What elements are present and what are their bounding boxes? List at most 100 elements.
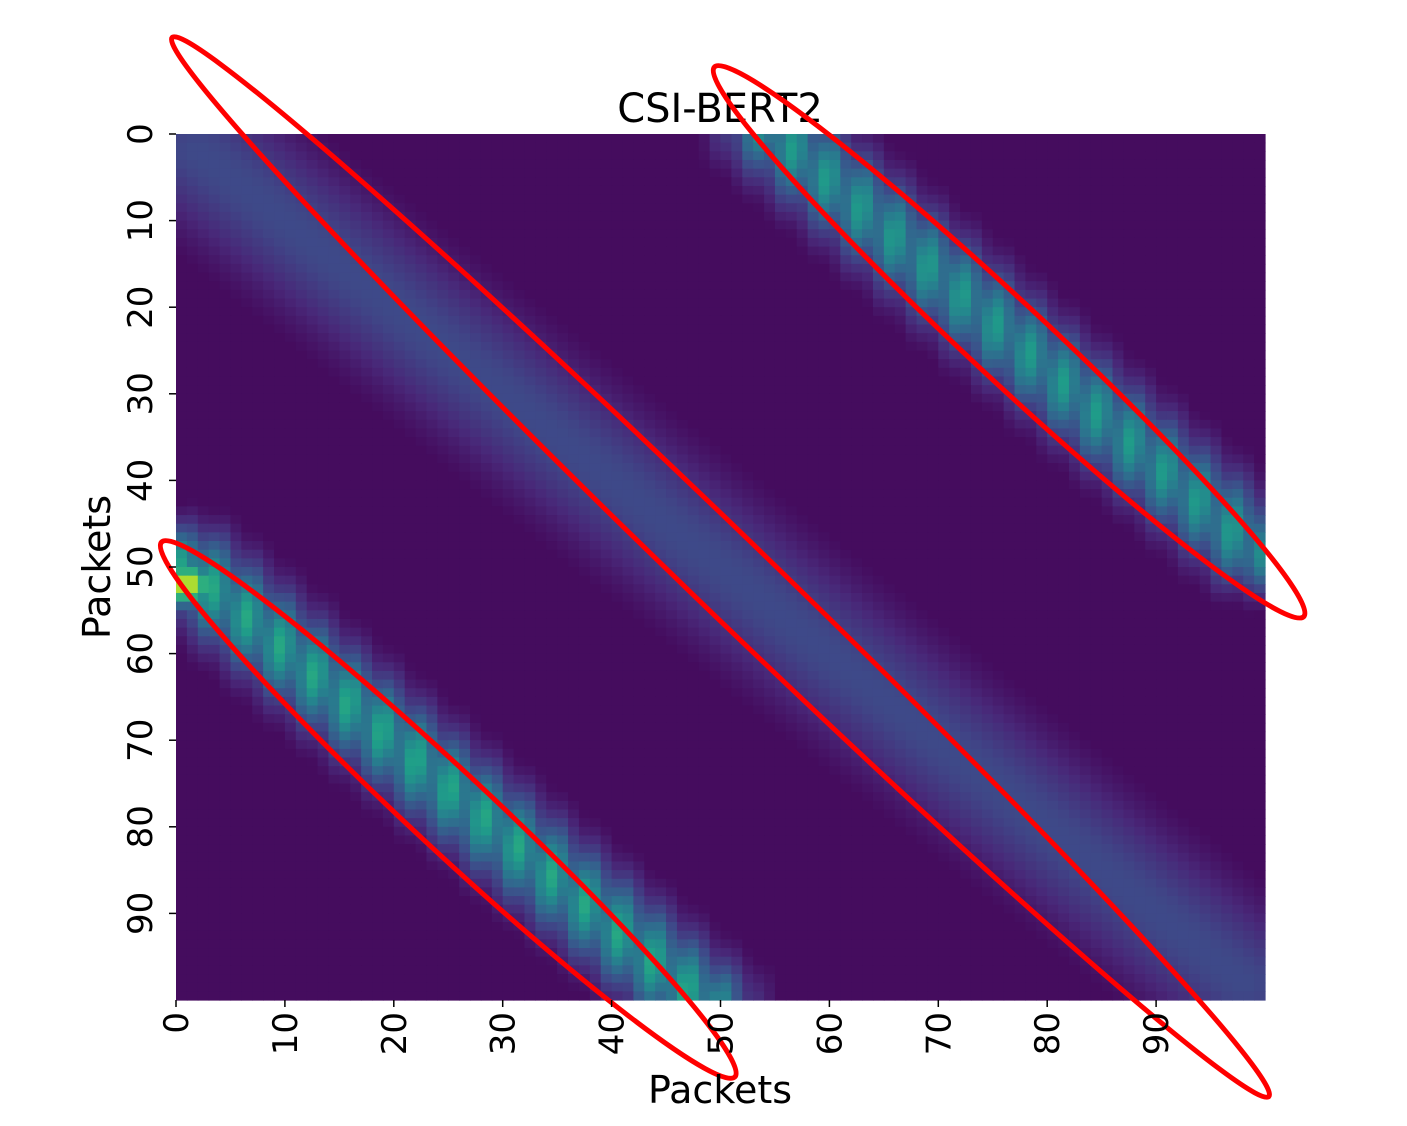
heatmap-cell [774, 428, 787, 438]
heatmap-cell [992, 211, 1005, 222]
heatmap-cell [263, 454, 275, 464]
heatmap-cell [1156, 263, 1168, 274]
heatmap-cell [851, 350, 863, 360]
heatmap-cell [1177, 471, 1190, 481]
heatmap-cell [949, 203, 961, 213]
heatmap-cell [731, 376, 743, 386]
heatmap-cell [306, 185, 319, 196]
heatmap-cell [589, 506, 602, 516]
heatmap-cell [731, 220, 743, 230]
heatmap-cell [698, 159, 711, 170]
heatmap-cell [361, 177, 373, 187]
heatmap-cell [905, 497, 918, 507]
heatmap-cell [459, 532, 471, 542]
heatmap-cell [208, 445, 221, 456]
heatmap-cell [328, 185, 340, 196]
heatmap-cell [785, 463, 798, 473]
heatmap-cell [698, 402, 711, 412]
heatmap-cell [1112, 263, 1125, 274]
heatmap-cell [513, 497, 526, 507]
heatmap-cell [611, 506, 624, 516]
heatmap-cell [753, 428, 765, 438]
heatmap-cell [1068, 532, 1081, 542]
heatmap-cell [1134, 385, 1146, 395]
heatmap-cell [263, 393, 275, 404]
heatmap-cell [415, 428, 428, 438]
heatmap-cell [981, 289, 994, 300]
heatmap-cell [1243, 211, 1255, 222]
heatmap-cell [818, 333, 830, 343]
heatmap-cell [578, 497, 591, 507]
heatmap-cell [1221, 333, 1233, 343]
heatmap-cell [284, 350, 297, 360]
heatmap-cell [480, 402, 493, 412]
heatmap-cell [328, 246, 340, 256]
heatmap-cell [1003, 350, 1016, 360]
heatmap-cell [295, 532, 308, 542]
heatmap-cell [785, 367, 798, 378]
heatmap-cell [491, 289, 504, 300]
heatmap-cell [1243, 489, 1255, 499]
heatmap-cell [437, 463, 449, 473]
heatmap-cell [1079, 324, 1092, 334]
heatmap-cell [535, 333, 547, 343]
heatmap-cell [372, 558, 384, 568]
heatmap-cell [1156, 255, 1168, 265]
heatmap-cell [1166, 419, 1179, 430]
heatmap-cell [295, 445, 308, 456]
heatmap-cell [448, 289, 460, 300]
heatmap-cell [633, 220, 645, 230]
heatmap-cell [600, 159, 613, 170]
heatmap-cell [774, 142, 787, 152]
heatmap-cell [1025, 237, 1037, 248]
heatmap-cell [1188, 411, 1201, 421]
heatmap-cell [709, 549, 722, 559]
heatmap-cell [1090, 454, 1103, 464]
heatmap-cell [992, 237, 1005, 248]
heatmap-cell [818, 506, 830, 516]
heatmap-cell [1243, 298, 1255, 308]
heatmap-cell [764, 134, 776, 144]
heatmap-cell [524, 532, 536, 542]
heatmap-cell [491, 151, 504, 161]
heatmap-cell [1101, 532, 1114, 542]
heatmap-cell [274, 307, 286, 317]
heatmap-cell [687, 324, 700, 334]
heatmap-cell [361, 185, 373, 196]
heatmap-cell [350, 177, 362, 187]
heatmap-cell [295, 471, 308, 481]
heatmap-cell [666, 471, 678, 481]
heatmap-cell [644, 324, 656, 334]
heatmap-cell [720, 333, 732, 343]
heatmap-cell [1188, 558, 1201, 568]
heatmap-cell [1177, 281, 1190, 291]
heatmap-cell [851, 445, 863, 456]
heatmap-cell [339, 220, 351, 230]
heatmap-cell [666, 134, 678, 144]
heatmap-cell [1058, 307, 1070, 317]
heatmap-cell [981, 454, 994, 464]
heatmap-cell [600, 385, 613, 395]
heatmap-cell [208, 237, 221, 248]
heatmap-cell [502, 341, 515, 352]
heatmap-cell [448, 489, 460, 499]
heatmap-cell [470, 237, 482, 248]
heatmap-cell [241, 471, 253, 481]
heatmap-cell [557, 454, 569, 464]
heatmap-cell [687, 558, 700, 568]
heatmap-cell [840, 541, 852, 551]
heatmap-cell [633, 549, 645, 559]
heatmap-cell [938, 142, 950, 152]
heatmap-cell [807, 489, 820, 499]
heatmap-cell [459, 437, 471, 447]
heatmap-cell [840, 359, 852, 369]
heatmap-cell [176, 454, 188, 464]
heatmap-cell [306, 281, 319, 291]
heatmap-cell [676, 211, 689, 222]
heatmap-cell [1166, 237, 1179, 248]
heatmap-cell [295, 350, 308, 360]
heatmap-cell [480, 229, 493, 239]
heatmap-cell [949, 393, 961, 404]
heatmap-cell [851, 506, 863, 516]
heatmap-cell [960, 220, 972, 230]
